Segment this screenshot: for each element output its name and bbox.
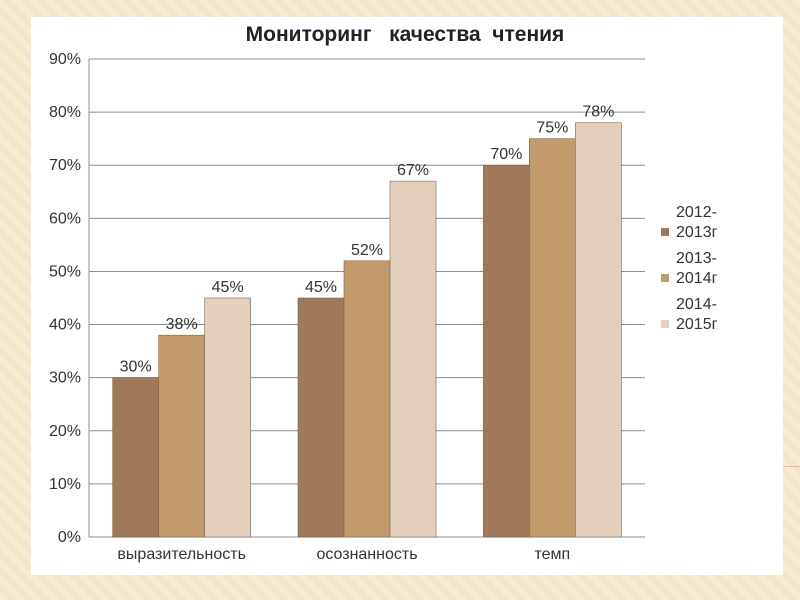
slide-card: Мониторинг качества чтения 0% 10% 20% 30% 40… [31,17,783,575]
chart-title: Мониторинг качества чтения [246,23,565,46]
bar [575,122,622,538]
data-label: 70% [490,146,522,163]
legend-item: 2013-2014г [661,250,718,287]
y-tick-label: 30% [49,370,81,387]
bar [343,260,391,538]
bar [204,297,251,538]
legend-item: 2012-2013г [661,204,718,241]
legend-swatch [661,274,669,282]
legend: 2012-2013г 2013-2014г 2014-2015г [661,204,718,333]
legend-swatch [661,228,669,236]
slide-accent-line [783,466,800,467]
data-label: 45% [212,279,244,296]
y-tick-label: 40% [49,317,81,334]
x-category-label: выразительность [117,546,245,563]
data-label: 38% [166,316,198,333]
bar [389,180,437,538]
data-label: 75% [536,120,568,137]
y-tick-label: 10% [49,476,81,493]
y-axis-ticks: 0% 10% 20% 30% 40% 50% 60% 70% 80% 90% [49,51,81,546]
y-tick-label: 50% [49,263,81,280]
x-category-label: темп [534,546,570,563]
data-labels: 30% 38% 45% 45% 52% 67% 70% 75% 78% [120,104,615,376]
y-tick-label: 60% [49,210,81,227]
y-tick-label: 80% [49,104,81,121]
y-tick-label: 0% [58,529,81,546]
bar-chart: Мониторинг качества чтения 0% 10% 20% 30% 40… [49,23,718,563]
y-tick-label: 90% [49,51,81,68]
y-tick-label: 20% [49,423,81,440]
legend-swatch [661,320,669,328]
data-label: 67% [397,162,429,179]
bar [112,377,159,538]
legend-label: 2012-2013г [676,204,718,241]
data-label: 52% [351,242,383,259]
bars [112,122,622,538]
x-axis-labels: выразительность осознанность темп [117,546,570,563]
legend-label: 2014-2015г [676,296,718,333]
data-label: 78% [582,104,614,121]
bar [158,334,205,538]
bar [297,297,345,538]
legend-item: 2014-2015г [661,296,718,333]
legend-label: 2013-2014г [676,250,718,287]
y-tick-label: 70% [49,157,81,174]
bar [529,138,576,538]
data-label: 30% [120,359,152,376]
bar [483,164,530,538]
data-label: 45% [305,279,337,296]
x-category-label: осознанность [316,546,417,563]
